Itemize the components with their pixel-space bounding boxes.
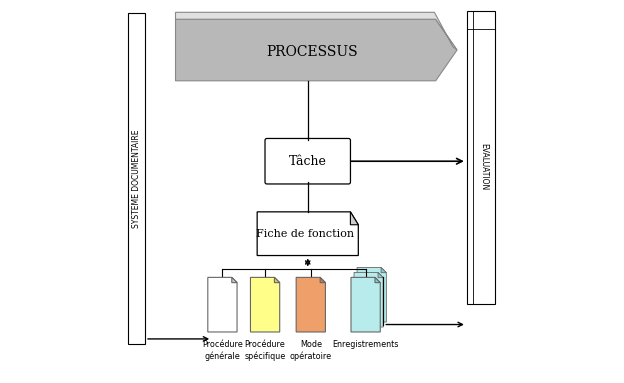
Polygon shape [351,277,380,332]
Bar [128,13,145,344]
Text: Tâche: Tâche [289,155,327,168]
FancyBboxPatch shape [265,139,351,184]
Bar [467,11,495,304]
Polygon shape [175,19,457,81]
Polygon shape [296,277,325,332]
Text: SYSTEME DOCUMENTAIRE: SYSTEME DOCUMENTAIRE [132,129,141,228]
Polygon shape [175,12,457,50]
Text: Mode
opératoire: Mode opératoire [290,340,332,361]
Text: Enregistrements: Enregistrements [333,340,399,349]
Polygon shape [208,277,237,332]
Text: Fiche de fonction: Fiche de fonction [256,229,354,239]
Polygon shape [250,277,280,332]
Polygon shape [320,277,325,283]
Polygon shape [378,272,383,278]
Text: Procédure
générale: Procédure générale [202,340,243,361]
Polygon shape [354,272,383,327]
Text: EVALUATION: EVALUATION [479,143,489,190]
Polygon shape [357,267,386,322]
Text: Procédure
spécifique: Procédure spécifique [245,340,286,361]
Text: PROCESSUS: PROCESSUS [266,45,358,59]
Polygon shape [257,212,358,255]
Polygon shape [375,277,380,283]
Polygon shape [381,267,386,273]
Polygon shape [232,277,237,283]
Polygon shape [275,277,280,283]
Polygon shape [351,212,358,225]
